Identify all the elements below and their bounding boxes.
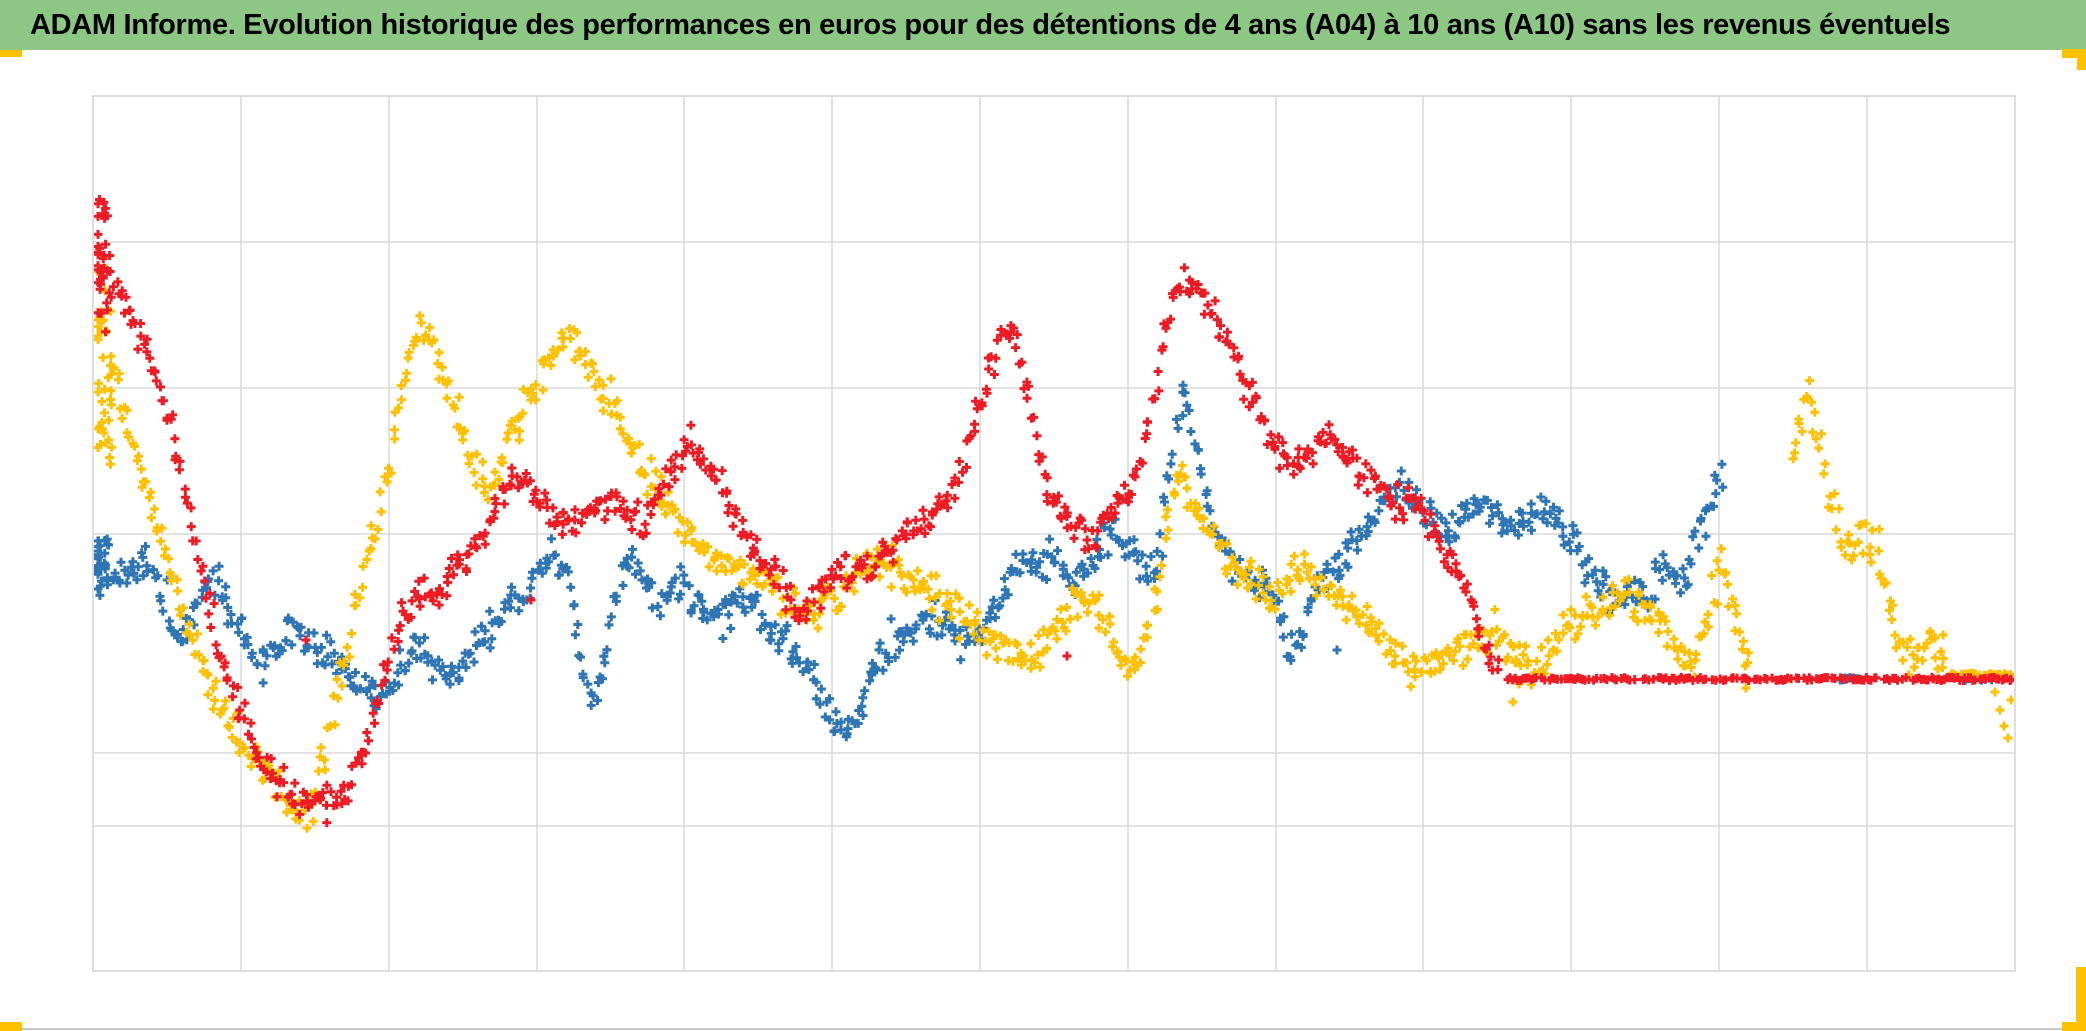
selection-handle-top-left[interactable] <box>0 50 22 57</box>
selection-handle-top-right-v[interactable] <box>2077 49 2086 70</box>
selection-handle-top-right-h[interactable] <box>2062 49 2086 58</box>
chart-title: ADAM Informe. Evolution historique des p… <box>30 8 1951 41</box>
selection-handle-bottom-right-v[interactable] <box>2076 967 2086 1031</box>
chart-title-bar: ADAM Informe. Evolution historique des p… <box>0 0 2086 50</box>
series-blue <box>94 380 1997 742</box>
series-gold <box>94 263 2014 833</box>
bottom-grid-rule <box>0 1028 2086 1030</box>
chart-object[interactable] <box>0 50 2086 1029</box>
scatter-plot[interactable] <box>0 50 2086 1029</box>
selection-handle-bottom-right-h[interactable] <box>2062 1022 2086 1031</box>
series-red <box>94 195 2014 828</box>
selection-handle-bottom-left[interactable] <box>0 1022 22 1031</box>
